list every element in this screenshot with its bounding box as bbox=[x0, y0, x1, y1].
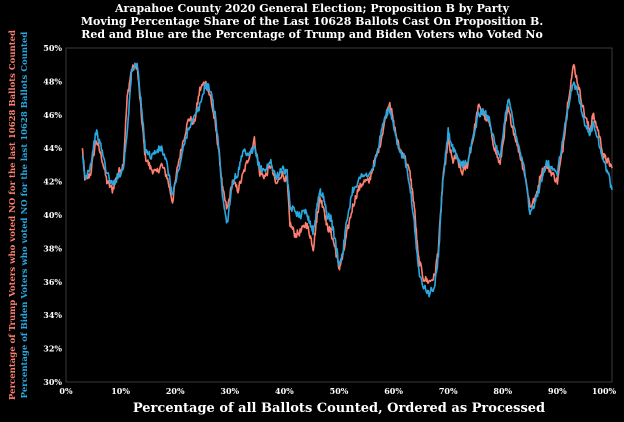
x-tick-label: 70% bbox=[439, 386, 458, 396]
series-lines bbox=[81, 62, 613, 298]
y-tick-label: 50% bbox=[43, 43, 62, 53]
x-tick-label: 100% bbox=[592, 386, 617, 396]
x-tick-label: 40% bbox=[275, 386, 294, 396]
y-axis-label-biden: Percentage of Biden Voters who voted NO … bbox=[20, 32, 30, 399]
chart-title-line-3: Red and Blue are the Percentage of Trump… bbox=[81, 28, 543, 41]
y-tick-label: 32% bbox=[43, 344, 62, 354]
y-tick-label: 36% bbox=[43, 277, 62, 287]
plot-area bbox=[65, 47, 613, 383]
y-tick-label: 30% bbox=[43, 377, 62, 387]
x-tick-label: 30% bbox=[220, 386, 239, 396]
x-tick-labels: 0% 10% 20% 30% 40% 50% 60% 70% 80% 90% 100% bbox=[59, 386, 616, 396]
trump-voters-no-line bbox=[81, 62, 613, 284]
chart-title-line-1: Arapahoe County 2020 General Election; P… bbox=[115, 2, 509, 15]
x-tick-label: 80% bbox=[493, 386, 512, 396]
x-tick-label: 20% bbox=[166, 386, 185, 396]
x-tick-label: 90% bbox=[548, 386, 567, 396]
y-tick-label: 46% bbox=[43, 110, 62, 120]
chart-title-line-2: Moving Percentage Share of the Last 1062… bbox=[80, 15, 544, 28]
y-tick-label: 34% bbox=[43, 310, 62, 320]
x-tick-label: 60% bbox=[384, 386, 403, 396]
y-tick-label: 42% bbox=[43, 177, 62, 187]
x-tick-label: 50% bbox=[330, 386, 349, 396]
x-tick-label: 0% bbox=[59, 386, 73, 396]
x-tick-label: 10% bbox=[111, 386, 130, 396]
x-axis-label: Percentage of all Ballots Counted, Order… bbox=[133, 401, 545, 416]
biden-voters-no-line bbox=[81, 62, 613, 298]
y-tick-label: 38% bbox=[43, 243, 62, 253]
y-tick-label: 44% bbox=[43, 143, 62, 153]
y-tick-label: 48% bbox=[43, 76, 62, 86]
y-tick-labels: 30% 32% 34% 36% 38% 40% 42% 44% 46% 48% 50% bbox=[43, 43, 62, 387]
y-axis-label-trump: Percentage of Trump Voters who voted NO … bbox=[8, 30, 18, 400]
y-tick-label: 40% bbox=[43, 210, 62, 220]
